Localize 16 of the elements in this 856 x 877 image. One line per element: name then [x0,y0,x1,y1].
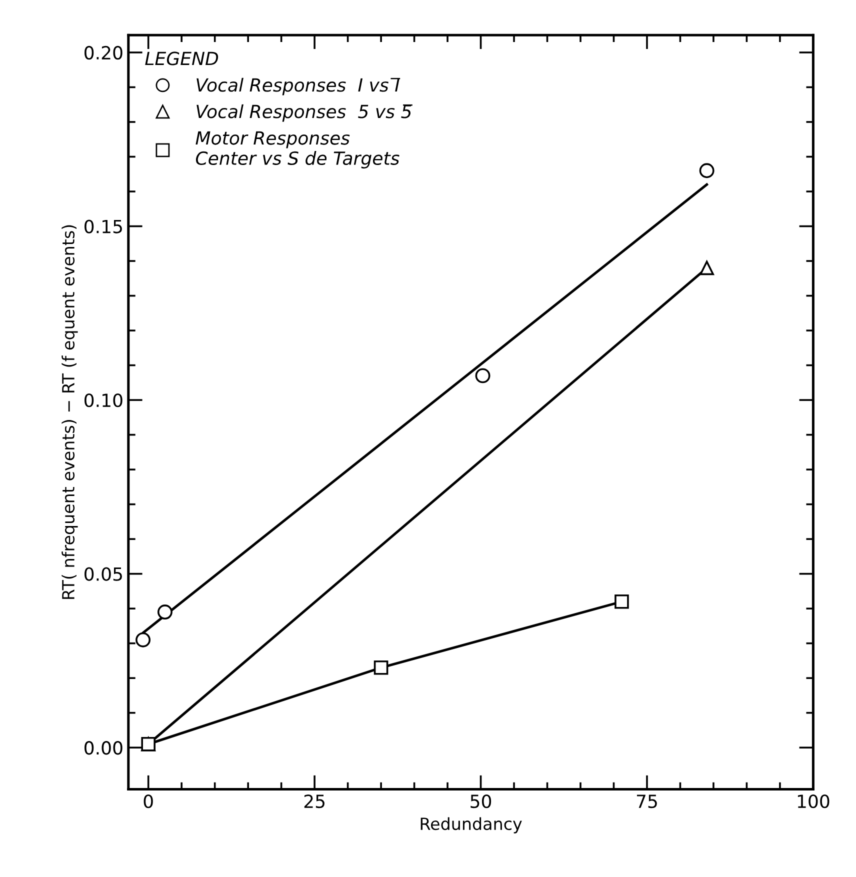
legend-label: Motor Responses Center vs S de Targets [196,131,400,169]
x-tick-label: 50 [470,794,492,808]
legend-label: Vocal Responses 5 vs 5̅ [196,104,412,122]
x-tick-label: 25 [304,794,324,808]
x-tick-label: 100 [798,794,830,808]
x-tick-label: 75 [636,794,657,808]
y-tick-label: 0.00 [84,741,122,755]
legend-label: Vocal Responses I vs I̅ [196,78,400,96]
legend-title: LEGEND [145,52,218,66]
y-axis-title: RT( nfrequent events) − RT (f equent events) [62,225,78,599]
y-tick-label: 0.10 [84,393,122,408]
y-tick-label: 0.15 [84,220,122,234]
x-axis-title: Redundancy [420,817,522,834]
y-tick-label: 0.05 [84,567,122,581]
y-tick-label: 0.20 [84,46,122,60]
x-tick-label: 0 [144,794,153,808]
